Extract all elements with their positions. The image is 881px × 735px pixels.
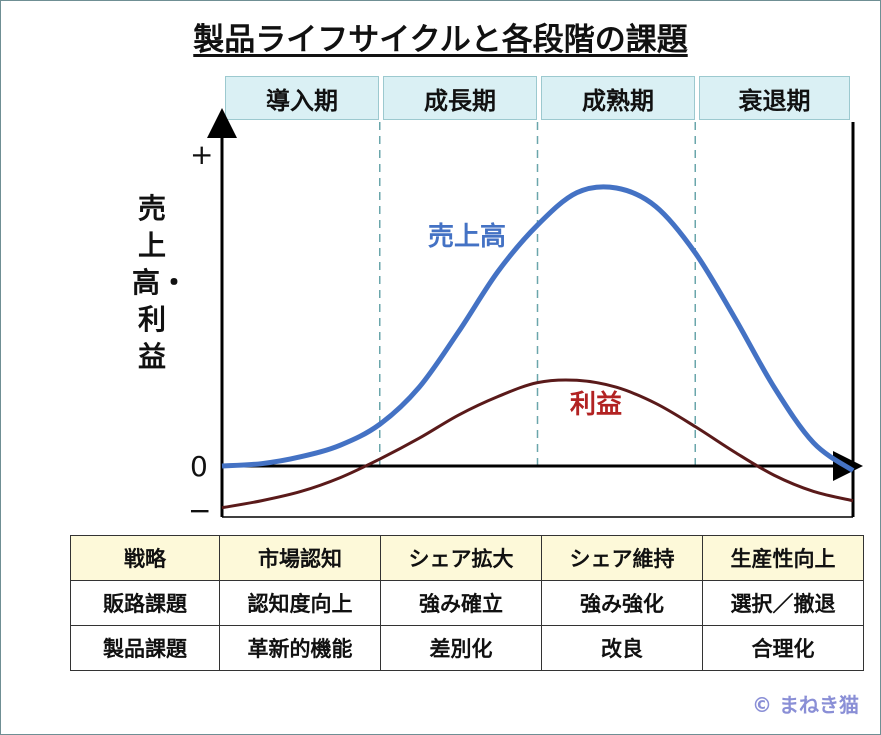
copyright-text: © まねき猫 — [752, 693, 859, 717]
y-plus-label: + — [190, 138, 214, 171]
y-minus-label: − — [188, 494, 212, 527]
table-row-product: 製品課題 革新的機能 差別化 改良 合理化 — [70, 625, 864, 671]
table-cell: 差別化 — [380, 625, 542, 671]
phase-introduction: 導入期 — [225, 76, 379, 120]
table-cell: 改良 — [541, 625, 703, 671]
table-cell: シェア拡大 — [380, 535, 542, 581]
table-row-strategy: 戦略 市場認知 シェア拡大 シェア維持 生産性向上 — [70, 535, 864, 581]
table-cell: 戦略 — [70, 535, 220, 581]
table-row-channel: 販路課題 認知度向上 強み確立 強み強化 選択／撤退 — [70, 580, 864, 626]
phase-maturity: 成熟期 — [541, 76, 695, 120]
strategy-table: 戦略 市場認知 シェア拡大 シェア維持 生産性向上 販路課題 認知度向上 強み確… — [70, 535, 864, 671]
table-cell: 販路課題 — [70, 580, 220, 626]
table-cell: 強み確立 — [380, 580, 542, 626]
table-cell: 強み強化 — [541, 580, 703, 626]
table-cell: シェア維持 — [541, 535, 703, 581]
table-cell: 認知度向上 — [219, 580, 381, 626]
table-cell: 製品課題 — [70, 625, 220, 671]
series-label-profit: 利益 — [570, 390, 623, 420]
sales-line — [221, 184, 855, 473]
table-cell: 生産性向上 — [702, 535, 864, 581]
table-cell: 市場認知 — [219, 535, 381, 581]
phase-growth: 成長期 — [383, 76, 537, 120]
table-cell: 革新的機能 — [219, 625, 381, 671]
table-cell: 合理化 — [702, 625, 864, 671]
y-axis-label: 売上高・利益 — [132, 192, 189, 373]
y-zero-label: 0 — [190, 450, 208, 483]
table-cell: 選択／撤退 — [702, 580, 864, 626]
chart-title: 製品ライフサイクルと各段階の課題 — [193, 22, 688, 58]
profit-line — [221, 378, 854, 510]
phase-decline: 衰退期 — [699, 76, 850, 120]
series-label-sales: 売上高 — [428, 222, 507, 252]
